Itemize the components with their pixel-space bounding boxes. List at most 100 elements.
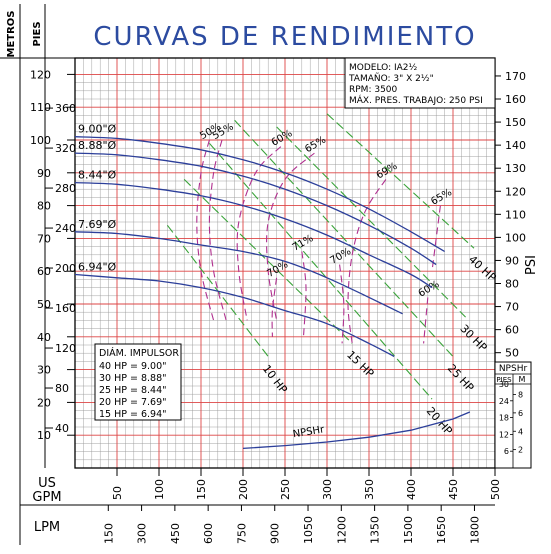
y-tick-label-psi: 100 — [505, 231, 526, 244]
hp-line — [276, 126, 466, 318]
npsh-box-title: NPSHr — [499, 364, 528, 374]
y-axis-feet-label: PIES — [32, 21, 43, 46]
y-tick-label-feet: 120 — [55, 342, 76, 355]
hp-line — [326, 113, 475, 249]
head-curve-label: 6.94"Ø — [78, 260, 117, 273]
y-tick-label-psi: 60 — [505, 324, 519, 337]
y-tick-label-psi: 50 — [505, 347, 519, 360]
x-tick-label-gpm: 200 — [237, 479, 250, 500]
y-tick-label-psi: 160 — [505, 93, 526, 106]
y-tick-label-psi: 80 — [505, 278, 519, 291]
x-tick-label-lpm: 300 — [136, 523, 149, 544]
efficiency-curve — [271, 277, 278, 337]
impeller-row: 30 HP = 8.88" — [99, 373, 167, 384]
head-curves: 9.00"Ø 8.88"Ø 8.44"Ø 7.69"Ø 6.94"Ø — [74, 123, 445, 358]
head-curve — [74, 152, 437, 266]
y-tick-label-psi: 170 — [505, 70, 526, 83]
efficiency-curve — [196, 139, 215, 321]
efficiency-curve-label: 60% — [270, 128, 295, 149]
y-tick-label-feet: 80 — [55, 382, 69, 395]
y-tick-label-feet: 280 — [55, 182, 76, 195]
efficiency-curve — [266, 152, 315, 321]
efficiency-curve — [347, 179, 387, 344]
y-tick-label-meters: 80 — [37, 200, 51, 213]
y-tick-label-feet: 160 — [55, 302, 76, 315]
hp-line-label: 20 HP — [424, 405, 455, 438]
y-tick-label-meters: 120 — [30, 68, 51, 81]
y-tick-label-meters: 40 — [37, 331, 51, 344]
y-tick-label-meters: 50 — [37, 298, 51, 311]
y-tick-label-psi: 130 — [505, 162, 526, 175]
head-curve — [74, 181, 433, 289]
head-curve-label: 9.00"Ø — [78, 123, 117, 136]
x-tick-label-gpm: 350 — [363, 479, 376, 500]
info-max-pressure: MÁX. PRES. TRABAJO: 250 PSI — [349, 94, 483, 106]
y-tick-label-feet: 40 — [55, 422, 69, 435]
efficiency-curve-label: 69% — [375, 161, 400, 182]
x-tick-label-lpm: 150 — [102, 523, 115, 544]
x-tick-label-gpm: 250 — [279, 479, 292, 500]
efficiency-curve-label: 65% — [303, 135, 328, 156]
y-tick-label-meters: 10 — [37, 429, 51, 442]
head-curve-label: 8.44"Ø — [78, 169, 117, 182]
impeller-row: 20 HP = 7.69" — [99, 397, 167, 408]
efficiency-curve — [301, 251, 307, 337]
y-tick-label-psi: 90 — [505, 254, 519, 267]
npsh-tick-label-feet: 12 — [499, 430, 509, 439]
efficiency-curve — [423, 297, 429, 344]
y-tick-label-psi: 150 — [505, 116, 526, 129]
y-tick-label-psi: 120 — [505, 185, 526, 198]
hp-line-label: 25 HP — [445, 362, 477, 395]
x-tick-label-gpm: 450 — [447, 479, 460, 500]
y-tick-label-meters: 30 — [37, 364, 51, 377]
impeller-row: 15 HP = 6.94" — [99, 409, 167, 420]
y-tick-label-feet: 320 — [55, 142, 76, 155]
y-tick-label-psi: 140 — [505, 139, 526, 152]
impeller-box: DIÁM. IMPULSOR 40 HP = 9.00" 30 HP = 8.8… — [94, 343, 182, 421]
efficiency-curve-label: 65% — [429, 187, 454, 208]
x-tick-label-gpm: 500 — [489, 479, 502, 500]
x-tick-label-gpm: 100 — [153, 479, 166, 500]
y-tick-label-feet: 200 — [55, 262, 76, 275]
info-size: TAMAÑO: 3" X 2½" — [348, 73, 434, 84]
x-tick-label-gpm: 300 — [321, 479, 334, 500]
npsh-tick-label-feet: 6 — [504, 447, 509, 456]
y-tick-label-meters: 90 — [37, 167, 51, 180]
axis-ticks: 10 20 30 40 50 60 70 80 90 100 110 120 40 80 120 160 200… — [30, 68, 526, 544]
x-axis-gpm-label-2: GPM — [32, 490, 61, 505]
y-tick-label-meters: 100 — [30, 134, 51, 147]
efficiency-curve-label: 71% — [291, 233, 316, 254]
npsh-tick-label-feet: 30 — [499, 380, 509, 389]
efficiency-curve-label: 70% — [328, 246, 353, 267]
x-tick-label-lpm: 900 — [269, 523, 282, 544]
npsh-tick-label-m: 2 — [518, 446, 523, 455]
npsh-box-col-feet: PIES — [496, 376, 512, 384]
y-tick-label-psi: 110 — [505, 208, 526, 221]
head-curve-label: 7.69"Ø — [78, 218, 117, 231]
x-tick-label-lpm: 600 — [202, 523, 215, 544]
hp-line-label: 40 HP — [466, 253, 499, 285]
impeller-title: DIÁM. IMPULSOR — [99, 347, 179, 359]
npsh-curve-label: NPSHr — [292, 424, 326, 440]
x-tick-label-gpm: 50 — [111, 486, 124, 500]
y-tick-label-meters: 60 — [37, 265, 51, 278]
x-axis-lpm-label: LPM — [34, 520, 60, 535]
npsh-tick-label-m: 6 — [518, 409, 523, 418]
efficiency-curve — [208, 139, 227, 321]
y-tick-label-meters: 70 — [37, 232, 51, 245]
efficiency-curve — [339, 264, 345, 344]
efficiency-curves: 50%55% 60% 65%69%71%70%70%65%60% — [196, 121, 454, 344]
efficiency-curve — [431, 205, 441, 272]
y-tick-label-feet: 360 — [55, 102, 76, 115]
x-tick-label-lpm: 1050 — [302, 516, 315, 544]
npsh-tick-label-m: 8 — [518, 391, 523, 400]
x-tick-label-lpm: 750 — [235, 523, 248, 544]
head-curve-label: 8.88"Ø — [78, 139, 117, 152]
x-tick-label-lpm: 1350 — [369, 516, 382, 544]
impeller-row: 40 HP = 9.00" — [99, 361, 167, 372]
head-curve — [74, 231, 403, 315]
npsh-box-col-m: M — [519, 375, 526, 384]
efficiency-curve-label: 60% — [417, 279, 442, 300]
y-axis-meters-label: METROS — [6, 10, 17, 57]
